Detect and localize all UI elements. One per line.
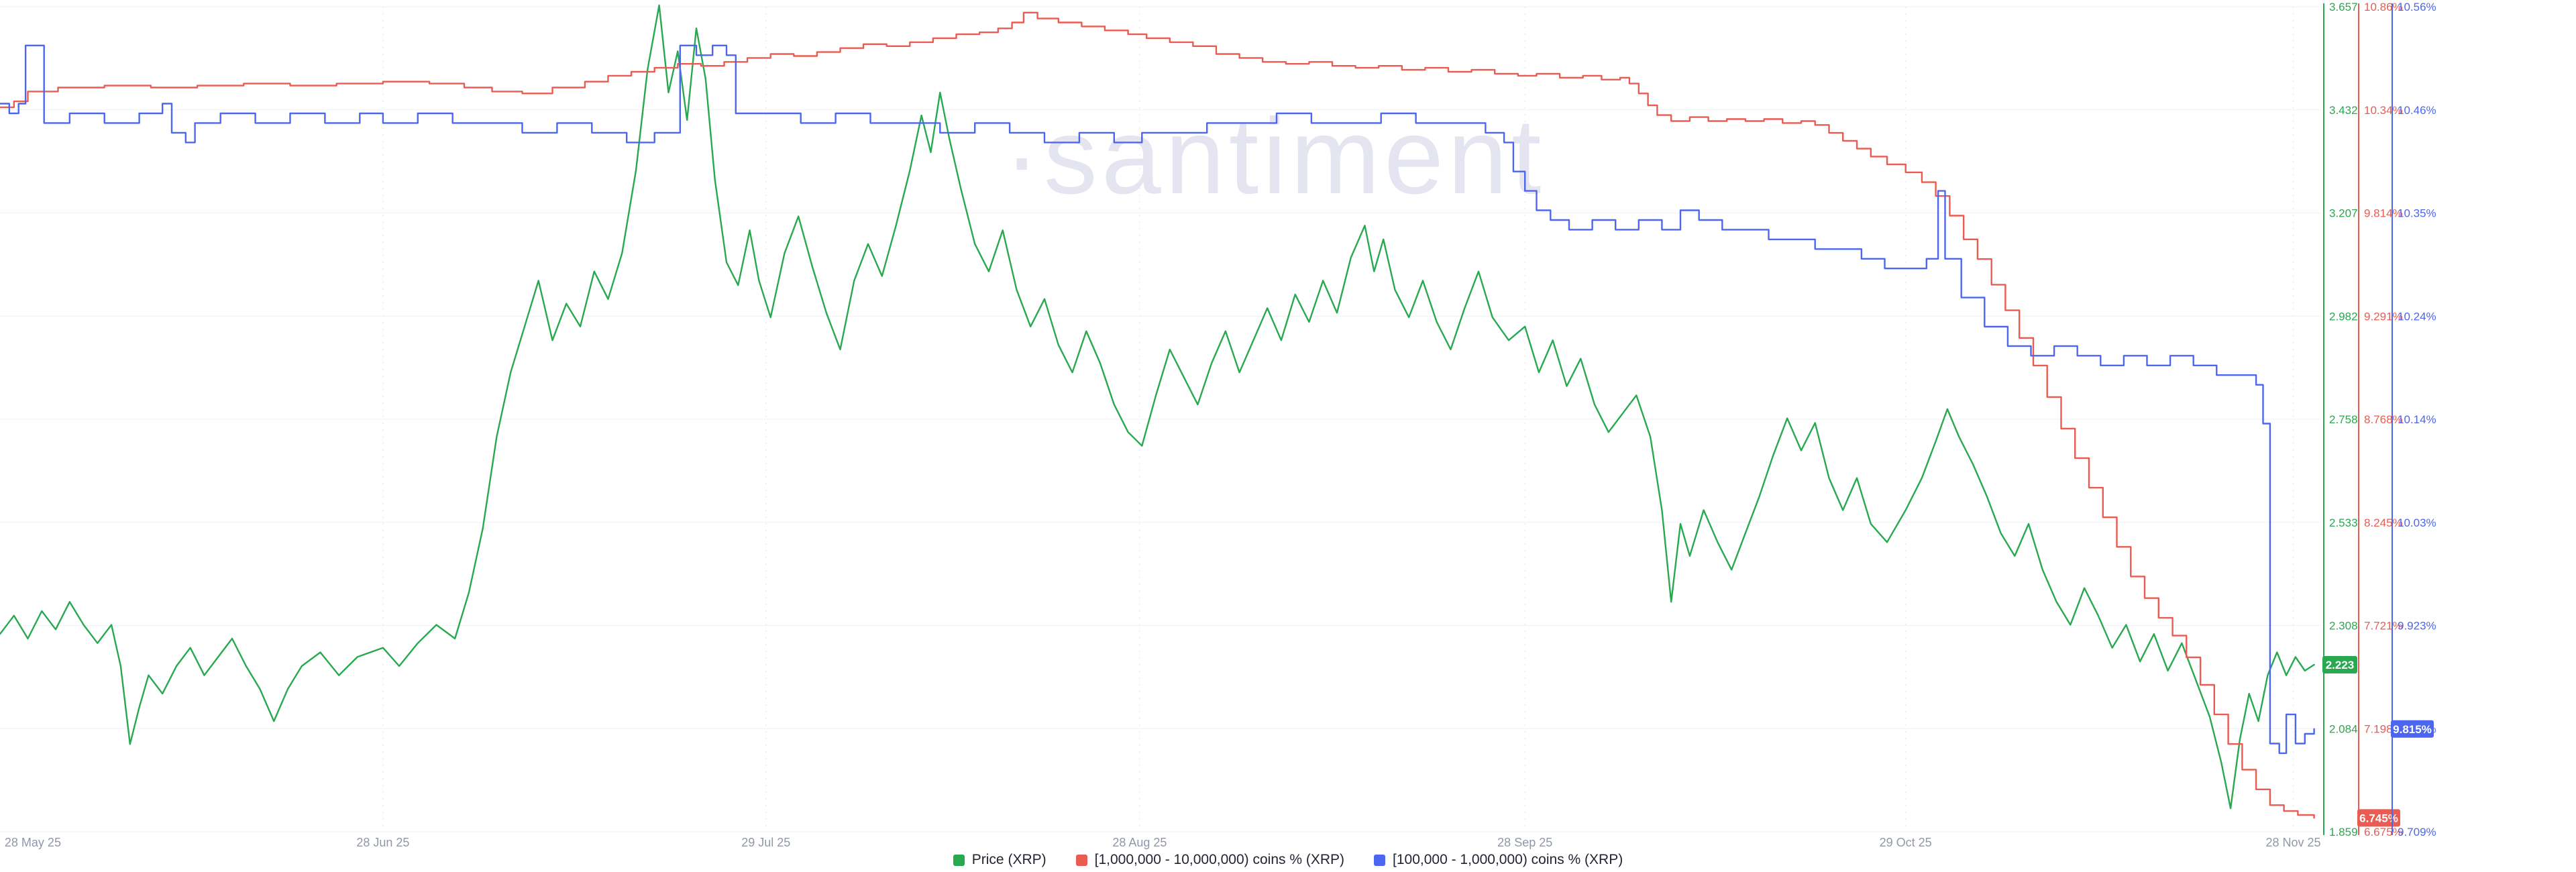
y-axis-tick-coins_1m_10m: 6.675% xyxy=(2364,826,2403,838)
y-axis-tick-price: 2.308 xyxy=(2329,620,2358,633)
y-axis-tick-coins_100k_1m: 10.35% xyxy=(2398,207,2436,220)
legend-swatch-icon xyxy=(953,854,965,866)
legend-swatch-icon xyxy=(1374,854,1386,866)
legend-swatch-icon xyxy=(1075,854,1087,866)
x-axis-labels: 28 May 25 28 Jun 25 29 Jul 25 28 Aug 25 28 S… xyxy=(5,836,2321,849)
x-axis-label: 29 Oct 25 xyxy=(1880,836,1932,849)
y-axis-tick-price: 2.533 xyxy=(2329,516,2358,529)
y-axis-tick-coins_1m_10m: 9.291% xyxy=(2364,310,2403,323)
x-axis-label: 28 Nov 25 xyxy=(2265,836,2320,849)
y-axis-tick-coins_100k_1m: 10.56% xyxy=(2398,1,2436,13)
y-axis-tick-coins_100k_1m: 9.709% xyxy=(2398,826,2436,838)
legend: Price (XRP) [1,000,000 - 10,000,000) coin… xyxy=(0,850,2576,870)
y-axis-tick-coins_1m_10m: 8.768% xyxy=(2364,413,2403,426)
y-axis-tick-coins_1m_10m: 7.721% xyxy=(2364,620,2403,633)
current-value-badge-coins_1m_10m xyxy=(2357,809,2400,827)
y-axis-tick-coins_100k_1m: 10.24% xyxy=(2398,310,2436,323)
legend-item[interactable]: [1,000,000 - 10,000,000) coins % (XRP) xyxy=(1075,852,1345,868)
series-line-coins_100k_1m[interactable] xyxy=(0,44,2315,755)
y-axis-tick-price: 1.859 xyxy=(2329,826,2358,838)
y-axis-tick-coins_100k_1m: 9.923% xyxy=(2398,620,2436,633)
y-axis-tick-coins_100k_1m: 10.46% xyxy=(2398,104,2436,117)
y-axis-tick-price: 3.657 xyxy=(2329,1,2358,13)
x-axis-label: 28 Sep 25 xyxy=(1497,836,1552,849)
current-value-badge-text-coins_100k_1m: 9.815% xyxy=(2393,723,2432,736)
legend-label: Price (XRP) xyxy=(971,852,1046,867)
legend-item[interactable]: Price (XRP) xyxy=(953,852,1046,868)
y-axis-tick-coins_1m_10m: 8.245% xyxy=(2364,516,2403,529)
horizontal-gridlines xyxy=(0,6,2321,832)
legend-label: [100,000 - 1,000,000) coins % (XRP) xyxy=(1393,852,1623,867)
current-value-badge-text-coins_1m_10m: 6.745% xyxy=(2359,812,2398,824)
legend-item[interactable]: [100,000 - 1,000,000) coins % (XRP) xyxy=(1374,852,1623,868)
y-axis-tick-price: 2.084 xyxy=(2329,722,2358,735)
y-axis-tick-price: 3.207 xyxy=(2329,207,2358,220)
y-axis-tick-coins_1m_10m: 10.86% xyxy=(2364,1,2403,13)
y-axis-tick-coins_100k_1m: 10.14% xyxy=(2398,413,2436,426)
y-axis-tick-coins_100k_1m: 10.03% xyxy=(2398,516,2436,529)
x-axis-label: 28 May 25 xyxy=(5,836,61,849)
current-value-badge-coins_100k_1m xyxy=(2391,720,2434,738)
y-axis-tick-coins_1m_10m: 9.814% xyxy=(2364,207,2403,220)
series-line-price[interactable] xyxy=(0,4,2315,810)
current-value-badge-price xyxy=(2322,655,2357,673)
series-line-coins_1m_10m[interactable] xyxy=(0,11,2315,819)
legend-label: [1,000,000 - 10,000,000) coins % (XRP) xyxy=(1094,852,1345,867)
y-axis-tick-price: 2.982 xyxy=(2329,310,2358,323)
santiment-watermark: ·santiment xyxy=(1004,96,1546,216)
y-axis-tick-price: 3.432 xyxy=(2329,104,2358,117)
x-axis-label: 29 Jul 25 xyxy=(741,836,790,849)
y-axis-tick-price: 2.758 xyxy=(2329,413,2358,426)
y-axis-tick-coins_1m_10m: 10.34% xyxy=(2364,104,2403,117)
x-axis-label: 28 Aug 25 xyxy=(1112,836,1167,849)
y-axes: 3.657 3.432 3.207 2.982 2.758 2.533 2.308 2.084… xyxy=(2322,1,2436,838)
current-value-badge-text-price: 2.223 xyxy=(2326,659,2355,671)
x-axis-label: 28 Jun 25 xyxy=(356,836,409,849)
chart-series xyxy=(0,4,2315,819)
